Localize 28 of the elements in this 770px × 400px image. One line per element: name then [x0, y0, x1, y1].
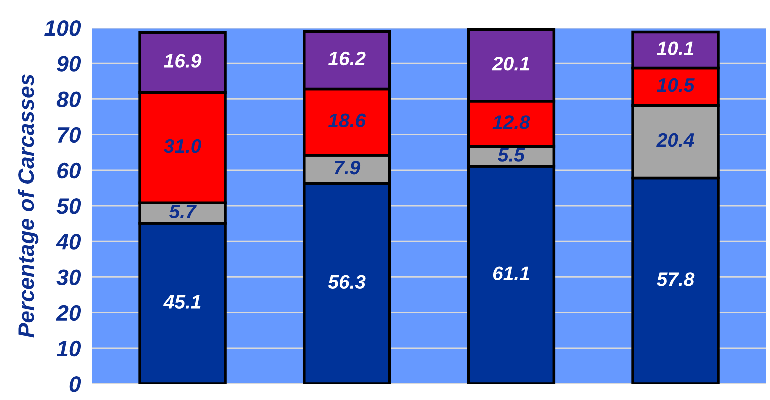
data-label: 10.5 — [657, 78, 695, 92]
data-label: 20.4 — [656, 133, 694, 148]
y-axis-title: Percentage of Carcasses — [18, 74, 39, 338]
data-label: 16.9 — [164, 54, 202, 68]
data-label: 56.3 — [328, 275, 366, 290]
data-label: 57.8 — [657, 272, 695, 286]
data-label: 31.0 — [164, 139, 202, 154]
data-label: 45.1 — [164, 295, 201, 309]
data-label: 20.1 — [492, 57, 530, 71]
data-label: 7.9 — [334, 160, 361, 175]
data-label: 5.7 — [169, 204, 198, 219]
y-tick-label: 100 — [44, 20, 82, 36]
y-tick-label: 10 — [56, 340, 82, 357]
data-label: 18.6 — [328, 114, 366, 128]
y-tick-label: 0 — [70, 376, 82, 392]
y-tick-label: 20 — [56, 305, 82, 322]
data-label: 16.2 — [328, 52, 366, 66]
y-tick-label: 90 — [57, 56, 82, 72]
data-label: 61.1 — [493, 266, 530, 280]
y-tick-label: 30 — [56, 270, 82, 286]
data-label: 5.5 — [498, 148, 526, 162]
data-label: 12.8 — [492, 116, 530, 130]
y-tick-label: 80 — [56, 92, 82, 108]
y-tick-label: 60 — [58, 162, 82, 179]
y-tick-label: 70 — [58, 127, 82, 144]
y-tick-label: 40 — [56, 234, 82, 250]
data-label: 10.1 — [657, 42, 694, 56]
y-tick-label: 50 — [56, 198, 82, 214]
